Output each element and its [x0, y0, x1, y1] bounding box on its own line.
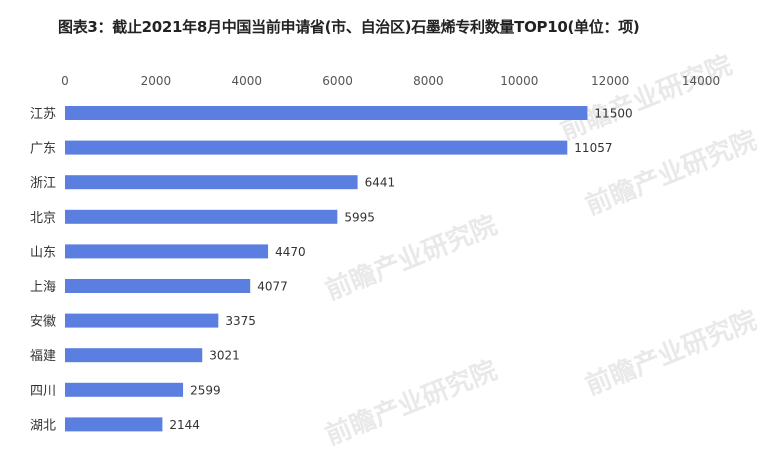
category-label: 广东	[30, 142, 56, 157]
data-label: 4470	[275, 245, 306, 259]
data-label: 4077	[257, 280, 288, 294]
x-tick-label: 8000	[413, 74, 444, 88]
bar	[65, 313, 219, 328]
watermark-text: 前瞻产业研究院	[321, 355, 501, 452]
data-label: 11500	[594, 107, 632, 121]
bar	[65, 348, 203, 363]
chart-title: 图表3：截止2021年8月中国当前申请省(市、自治区)石墨烯专利数量TOP10(…	[58, 18, 640, 36]
x-axis-ticks: 0 2000 4000 6000 8000 10000 12000 14000	[61, 74, 720, 88]
category-label: 上海	[30, 280, 56, 295]
watermark-text: 前瞻产业研究院	[581, 305, 757, 402]
category-label: 浙江	[30, 176, 56, 191]
value-labels: 11500 11057 6441 5995 4470 4077 3375 3021 2599 21…	[169, 107, 632, 432]
data-label: 2599	[190, 383, 221, 397]
category-label: 江苏	[30, 106, 56, 122]
bar	[65, 106, 588, 120]
category-label: 福建	[30, 349, 56, 364]
bar	[65, 175, 358, 190]
watermark-text: 前瞻产业研究院	[556, 50, 736, 147]
x-tick-label: 4000	[231, 74, 262, 88]
bar	[65, 279, 251, 293]
data-label: 3375	[225, 314, 256, 328]
data-label: 5995	[344, 210, 375, 224]
category-label: 北京	[30, 211, 56, 226]
category-label: 四川	[30, 384, 56, 399]
bar	[65, 417, 163, 432]
x-tick-label: 2000	[141, 74, 172, 88]
category-label: 山东	[30, 245, 56, 260]
data-label: 6441	[365, 176, 396, 190]
watermark-text: 前瞻产业研究院	[581, 125, 757, 222]
x-tick-label: 0	[61, 74, 69, 88]
bar	[65, 140, 568, 155]
category-label: 湖北	[30, 418, 56, 433]
bars	[65, 106, 588, 432]
x-tick-label: 10000	[500, 74, 538, 88]
data-label: 11057	[574, 141, 612, 155]
bar	[65, 244, 269, 259]
data-label: 3021	[209, 349, 240, 363]
bar	[65, 209, 338, 224]
x-tick-label: 14000	[682, 74, 720, 88]
bar	[65, 382, 184, 397]
data-label: 2144	[169, 418, 200, 432]
x-tick-label: 6000	[322, 74, 353, 88]
category-label: 安徽	[30, 315, 56, 330]
x-tick-label: 12000	[591, 74, 629, 88]
